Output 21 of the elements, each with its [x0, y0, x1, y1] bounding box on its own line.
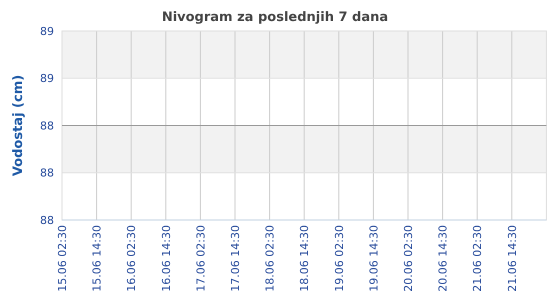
x-tick-label: 17.06 14:30: [229, 225, 242, 292]
x-tick-label: 17.06 02:30: [194, 225, 208, 292]
y-tick-label: 88: [40, 166, 54, 180]
y-tick-label: 89: [40, 24, 54, 38]
y-tick-label: 88: [40, 214, 54, 227]
x-tick-label: 15.06 02:30: [56, 225, 69, 292]
y-axis-title: Vodostaj (cm): [11, 74, 26, 176]
x-tick-label: 19.06 02:30: [332, 225, 346, 292]
y-tick-label: 88: [40, 119, 54, 132]
y-tick-label: 89: [40, 72, 54, 86]
x-tick-label: 21.06 02:30: [471, 225, 484, 292]
x-tick-label: 16.06 02:30: [125, 225, 138, 292]
x-tick-label: 21.06 14:30: [506, 225, 519, 292]
x-tick-label: 20.06 02:30: [402, 225, 415, 292]
x-tick-label: 18.06 14:30: [298, 225, 312, 292]
chart-title: Nivogram za poslednjih 7 dana: [162, 10, 388, 25]
x-tick-label: 16.06 14:30: [160, 225, 173, 292]
x-tick-label: 18.06 02:30: [264, 225, 277, 292]
x-tick-label: 19.06 14:30: [367, 225, 380, 292]
x-tick-label: 15.06 14:30: [90, 225, 104, 292]
x-tick-label: 20.06 14:30: [436, 225, 450, 292]
